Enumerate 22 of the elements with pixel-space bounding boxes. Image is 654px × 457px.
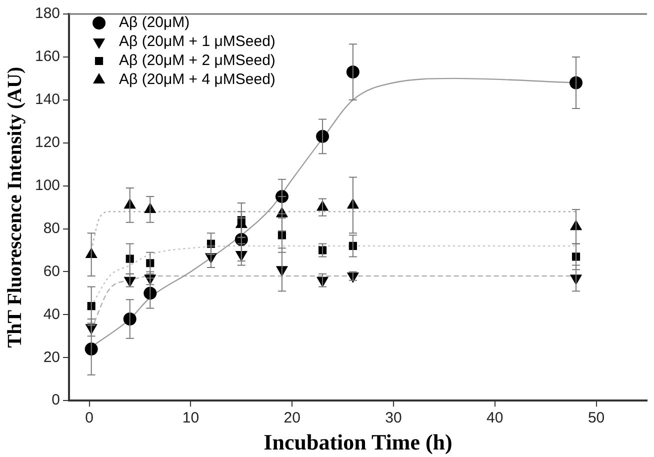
x-tick-label: 50 — [588, 410, 605, 427]
y-axis-title: ThT Fluorescence Intensity (AU) — [4, 66, 26, 348]
legend-label: Aβ (20μM) — [119, 14, 190, 32]
legend-label: Aβ (20μM + 4 μMSeed) — [119, 71, 276, 88]
y-tick-label: 80 — [43, 220, 60, 237]
y-tick-label: 140 — [34, 91, 60, 108]
y-tick-label: 0 — [52, 392, 60, 409]
x-tick-label: 30 — [385, 410, 402, 427]
y-tick-label: 60 — [43, 262, 60, 280]
legend-label: Aβ (20μM + 2 μMSeed) — [119, 52, 276, 70]
y-tick-label: 160 — [34, 48, 60, 66]
x-tick-label: 0 — [85, 410, 94, 427]
legend-label: Aβ (20μM + 1 μMSeed) — [119, 33, 276, 50]
x-tick-label: 20 — [284, 410, 300, 427]
y-tick-label: 180 — [34, 5, 60, 22]
y-tick-label: 20 — [43, 348, 60, 366]
x-axis-title: Incubation Time (h) — [264, 429, 452, 454]
y-tick-label: 120 — [34, 134, 60, 152]
y-tick-label: 40 — [43, 306, 60, 323]
x-tick-label: 10 — [182, 410, 200, 427]
y-tick-label: 100 — [34, 176, 60, 194]
x-tick-label: 40 — [486, 410, 504, 427]
